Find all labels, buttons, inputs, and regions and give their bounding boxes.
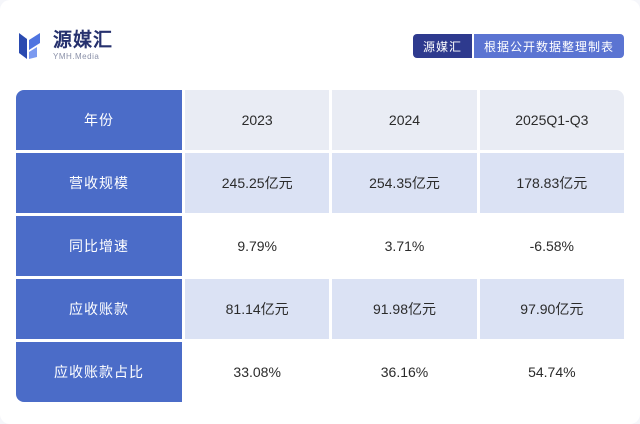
value-cell: 254.35亿元 [332, 153, 477, 213]
logo-icon [19, 33, 40, 59]
logo: 源媒汇 YMH.Media [16, 31, 113, 61]
value-cell: 33.08% [185, 342, 330, 402]
header-cell: 2023 [185, 90, 330, 150]
header-cell: 2024 [332, 90, 477, 150]
value-cell: 97.90亿元 [479, 279, 624, 339]
value-cell: 3.71% [332, 216, 477, 276]
data-table: 年份 2023 2024 2025Q1-Q3 营收规模 245.25亿元 254.35亿元 1… [16, 90, 624, 402]
value-cell: 9.79% [185, 216, 330, 276]
top-bar: 源媒汇 YMH.Media 源媒汇 根据公开数据整理制表 [16, 28, 624, 64]
row-label-cell: 同比增速 [16, 216, 182, 276]
source-badge: 源媒汇 根据公开数据整理制表 [412, 34, 624, 58]
row-label-cell: 应收账款 [16, 279, 182, 339]
row-label-cell: 营收规模 [16, 153, 182, 213]
logo-subtitle: YMH.Media [53, 52, 100, 61]
value-cell: -6.58% [479, 216, 624, 276]
value-cell: 245.25亿元 [185, 153, 330, 213]
header-cell: 2025Q1-Q3 [479, 90, 624, 150]
value-cell: 54.74% [479, 342, 624, 402]
logo-name: 源媒汇 [53, 30, 114, 51]
value-cell: 178.83亿元 [479, 153, 624, 213]
row-label-cell: 应收账款占比 [16, 342, 182, 402]
header-label-cell: 年份 [16, 90, 182, 150]
value-cell: 81.14亿元 [185, 279, 330, 339]
badge-note: 根据公开数据整理制表 [473, 34, 624, 58]
value-cell: 91.98亿元 [332, 279, 477, 339]
logo-text: 源媒汇 YMH.Media [53, 31, 113, 61]
badge-source: 源媒汇 [412, 34, 472, 58]
value-cell: 36.16% [332, 342, 477, 402]
